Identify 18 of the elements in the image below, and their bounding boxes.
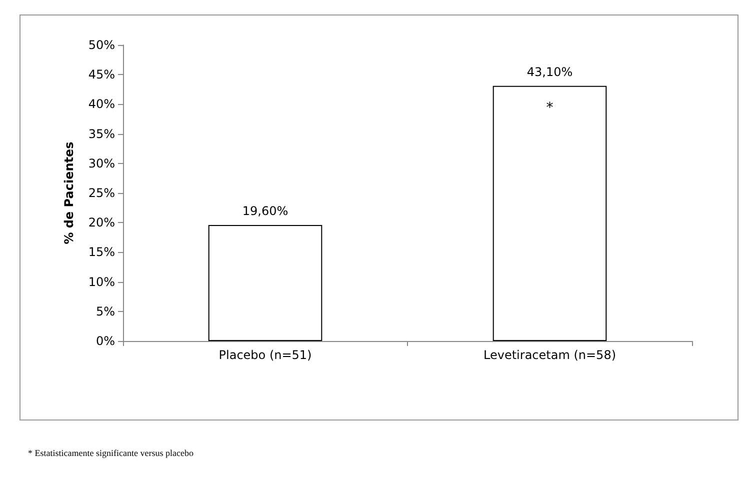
x-tick-label: Levetiracetam (n=58) — [483, 348, 616, 362]
text: * Estatisticamente significante versus placebo — [28, 448, 194, 458]
y-tick-label: 5% — [96, 304, 115, 318]
y-tick-label: 50% — [88, 38, 115, 52]
data-label: 19,60% — [242, 204, 288, 218]
x-tick-label: Placebo (n=51) — [218, 348, 312, 362]
y-tick-label: 25% — [88, 186, 115, 200]
y-tick-label: 45% — [88, 68, 115, 82]
annotation: * — [546, 100, 554, 116]
y-tick-label: 35% — [88, 126, 115, 141]
y-axis-title: % de Pacientes — [62, 142, 76, 244]
y-tick-label: 20% — [88, 216, 115, 230]
data-label: 43,10% — [526, 64, 573, 79]
y-tick-label: 15% — [88, 245, 115, 260]
y-tick-label: 40% — [88, 97, 115, 112]
y-tick-label: 10% — [88, 274, 115, 289]
y-tick-label: 0% — [96, 334, 115, 348]
y-tick-label: 30% — [88, 156, 115, 170]
